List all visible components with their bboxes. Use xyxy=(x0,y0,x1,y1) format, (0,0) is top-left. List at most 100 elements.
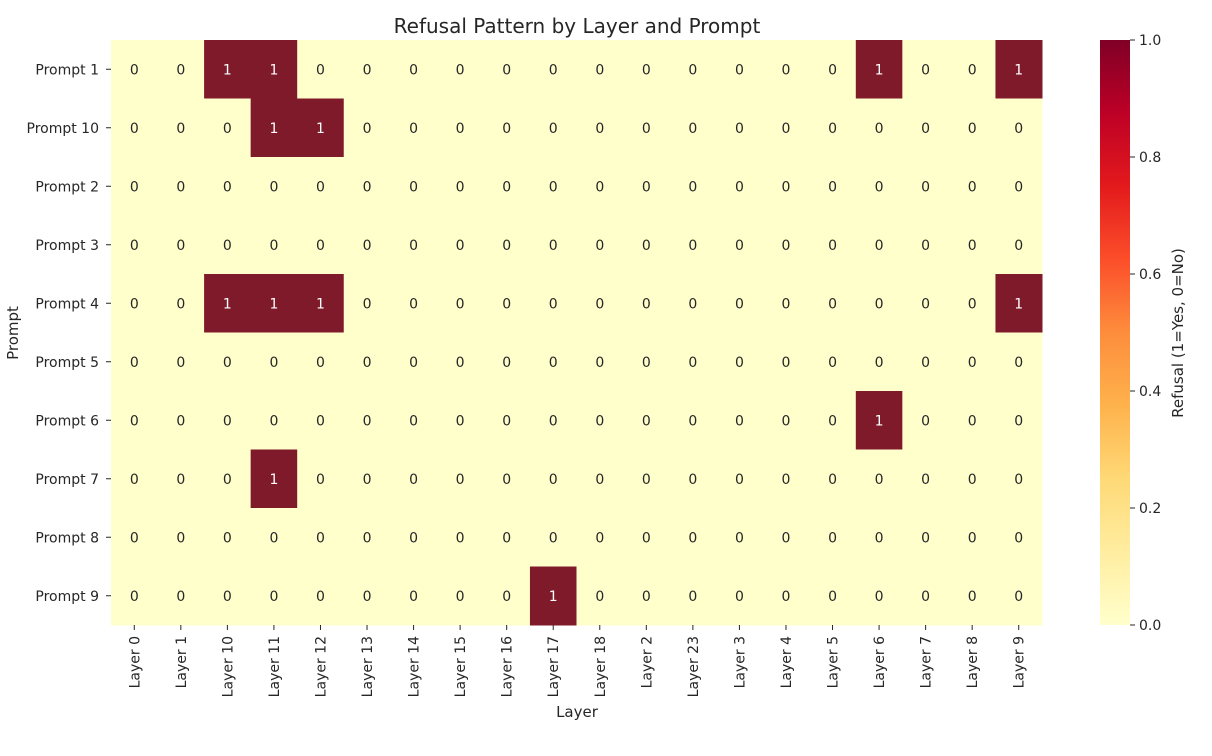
heatmap-cell xyxy=(297,40,345,99)
cell-value-label: 0 xyxy=(782,530,791,546)
heatmap-cell xyxy=(204,157,252,216)
heatmap-cell xyxy=(716,40,764,99)
heatmap-cell xyxy=(762,40,810,99)
cell-value-label: 0 xyxy=(176,238,185,254)
heatmap-cell xyxy=(483,508,531,567)
y-tick-label: Prompt 1 xyxy=(35,62,99,78)
heatmap-cell xyxy=(436,40,484,99)
x-tick-label: Layer 7 xyxy=(919,636,935,688)
cell-value-label: 0 xyxy=(921,121,930,137)
cell-value-label: 0 xyxy=(549,355,558,371)
cell-value-label: 0 xyxy=(176,62,185,78)
cell-value-label: 0 xyxy=(223,121,232,137)
heatmap-cell xyxy=(436,157,484,216)
cell-value-label: 0 xyxy=(828,355,837,371)
colorbar-gradient xyxy=(1100,40,1130,625)
cell-value-label: 0 xyxy=(875,179,884,195)
heatmap-cell xyxy=(855,566,903,626)
heatmap-cell xyxy=(157,215,205,275)
cell-value-label: 0 xyxy=(409,121,418,137)
colorbar-label: Refusal (1=Yes, 0=No) xyxy=(1169,248,1187,418)
heatmap-cell xyxy=(576,332,624,392)
heatmap-cell xyxy=(669,449,717,509)
cell-value-label: 0 xyxy=(828,179,837,195)
heatmap-cell xyxy=(204,332,252,392)
heatmap-cell xyxy=(483,98,531,158)
cell-value-label: 0 xyxy=(316,355,325,371)
cell-value-label: 0 xyxy=(130,413,139,429)
heatmap-cell xyxy=(483,332,531,392)
cell-value-label: 0 xyxy=(316,62,325,78)
x-tick-label: Layer 3 xyxy=(732,636,748,688)
heatmap-cell xyxy=(902,508,950,567)
cell-value-label: 0 xyxy=(549,296,558,312)
cell-value-label: 0 xyxy=(595,296,604,312)
colorbar-tick-label: 1.0 xyxy=(1139,33,1161,49)
heatmap-cell xyxy=(762,391,810,450)
heatmap-cell xyxy=(948,40,996,99)
cell-value-label: 0 xyxy=(968,296,977,312)
x-tick-label: Layer 13 xyxy=(360,636,376,697)
heatmap-cell xyxy=(809,449,857,509)
cell-value-label: 0 xyxy=(456,121,465,137)
heatmap-cell xyxy=(948,566,996,626)
heatmap-cell xyxy=(716,508,764,567)
cell-value-label: 0 xyxy=(269,413,278,429)
cell-value-label: 0 xyxy=(316,472,325,488)
cell-value-label: 0 xyxy=(688,179,697,195)
cell-value-label: 0 xyxy=(363,62,372,78)
cell-value-label: 0 xyxy=(502,472,511,488)
cell-value-label: 0 xyxy=(688,238,697,254)
heatmap-cell xyxy=(762,98,810,158)
chart-title: Refusal Pattern by Layer and Prompt xyxy=(394,14,761,38)
heatmap-cell xyxy=(902,332,950,392)
cell-value-label: 0 xyxy=(735,179,744,195)
heatmap-cell xyxy=(902,157,950,216)
cell-value-label: 0 xyxy=(642,121,651,137)
heatmap-cell xyxy=(669,508,717,567)
cell-value-label: 0 xyxy=(1014,179,1023,195)
x-tick-label: Layer 8 xyxy=(965,636,981,688)
cell-value-label: 0 xyxy=(363,589,372,605)
cell-value-label: 0 xyxy=(1014,355,1023,371)
cell-value-label: 0 xyxy=(130,121,139,137)
cell-value-label: 1 xyxy=(269,472,278,488)
x-tick-label: Layer 23 xyxy=(686,636,702,697)
heatmap-cell xyxy=(390,215,438,275)
heatmap-cell xyxy=(204,508,252,567)
cell-value-label: 0 xyxy=(782,121,791,137)
heatmap-cell xyxy=(250,566,298,626)
x-tick-label: Layer 11 xyxy=(267,636,283,697)
heatmap-cell xyxy=(669,274,717,333)
cell-value-label: 0 xyxy=(316,589,325,605)
heatmap-cell xyxy=(995,215,1043,275)
heatmap-cell xyxy=(855,449,903,509)
cell-value-label: 0 xyxy=(968,121,977,137)
cell-value-label: 0 xyxy=(875,530,884,546)
x-tick-label: Layer 0 xyxy=(127,636,143,688)
x-tick-label: Layer 16 xyxy=(500,636,516,697)
heatmap-cell xyxy=(111,215,159,275)
heatmap-cell xyxy=(623,449,671,509)
heatmap-cell xyxy=(995,332,1043,392)
cell-value-label: 0 xyxy=(688,472,697,488)
x-tick-label: Layer 14 xyxy=(407,636,423,697)
x-axis-label: Layer xyxy=(556,703,599,721)
cell-value-label: 0 xyxy=(735,296,744,312)
heatmap-cell xyxy=(669,215,717,275)
heatmap-cell xyxy=(995,508,1043,567)
heatmap-cell xyxy=(204,391,252,450)
cell-value-label: 0 xyxy=(316,238,325,254)
cell-value-label: 0 xyxy=(176,530,185,546)
cell-value-label: 0 xyxy=(549,472,558,488)
heatmap-cell xyxy=(390,274,438,333)
heatmap-cell xyxy=(716,391,764,450)
heatmap-cell xyxy=(297,508,345,567)
cell-value-label: 0 xyxy=(595,472,604,488)
cell-value-label: 0 xyxy=(409,530,418,546)
cell-value-label: 0 xyxy=(130,179,139,195)
heatmap-cell xyxy=(669,157,717,216)
cell-value-label: 0 xyxy=(456,413,465,429)
cell-value-label: 0 xyxy=(176,589,185,605)
heatmap-cell xyxy=(902,566,950,626)
